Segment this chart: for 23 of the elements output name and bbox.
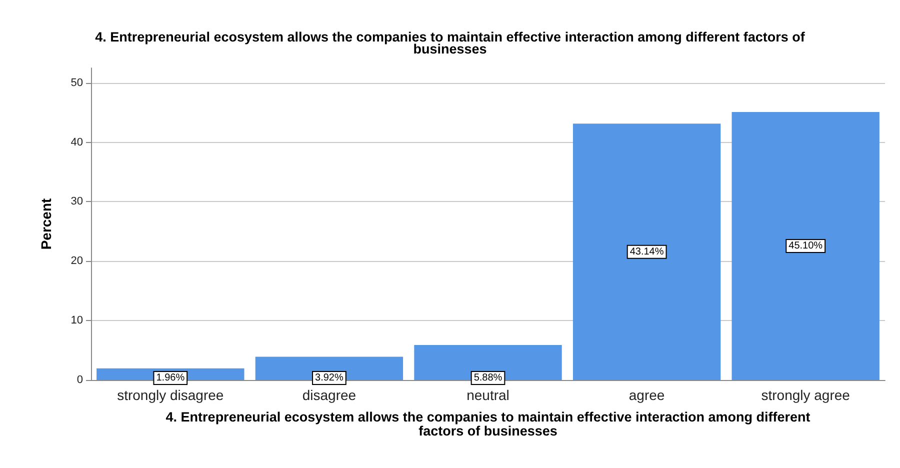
bar [414,345,562,380]
x-tick-label: agree [628,387,665,403]
data-label: 45.10% [788,240,823,252]
chart-title: 4. Entrepreneurial ecosystem allows the companies to maintain effective interaction among different factors of businesses [95,30,806,56]
x-tick-label: neutral [466,387,510,403]
data-label: 3.92% [315,372,344,384]
y-tick-label: 20 [70,255,83,268]
data-label: 5.88% [474,372,502,384]
y-tick-label: 30 [70,196,83,208]
y-axis-title: Percent [38,198,54,250]
data-label: 43.14% [630,246,664,258]
x-tick-label: disagree [302,387,356,403]
y-tick-label: 50 [70,76,83,89]
y-tick-label: 10 [70,314,83,327]
bar [732,112,880,380]
x-tick-label: strongly agree [761,387,850,403]
y-tick-label: 0 [76,374,83,386]
bar [255,356,404,380]
x-tick-label: strongly disagree [117,387,224,403]
data-label: 1.96% [156,372,185,384]
bar [572,124,721,380]
y-tick-label: 40 [70,136,83,148]
x-axis-title: 4. Entrepreneurial ecosystem allows the companies to maintain effective interaction among different factors of businesses [166,410,811,438]
